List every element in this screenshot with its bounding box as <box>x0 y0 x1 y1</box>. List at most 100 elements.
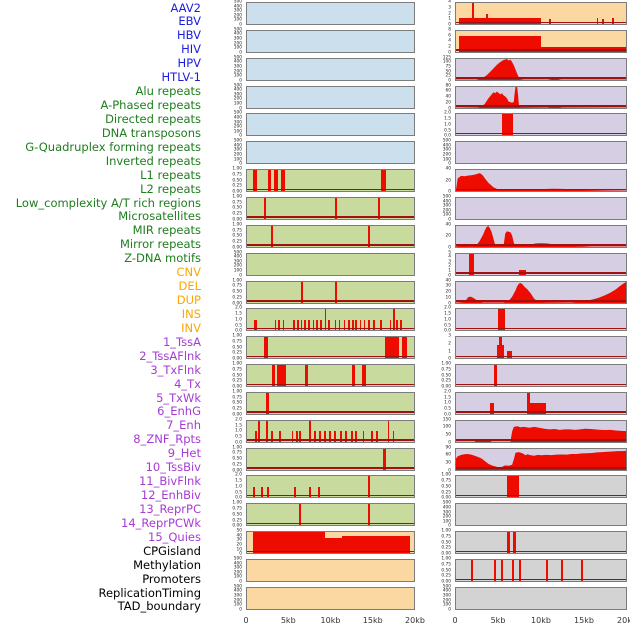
signal-bar <box>541 46 626 52</box>
y-tick-label: 0.50 <box>232 205 242 211</box>
y-tick-label: 500 <box>233 249 242 255</box>
signal-bar <box>252 532 326 554</box>
signal-bar <box>325 538 343 554</box>
signal-bar <box>258 420 260 442</box>
y-tick-label: 10 <box>236 546 242 552</box>
y-axis-ticks-MIR repeats: 0.00 0.25 0.50 0.75 1.00 <box>204 445 244 473</box>
y-tick-label: 0.75 <box>232 171 242 178</box>
signal-bar <box>265 392 269 414</box>
y-tick-label: 25 <box>445 73 451 79</box>
y-tick-label: 0.00 <box>232 467 242 473</box>
signal-bar <box>266 486 269 498</box>
y-tick-label: 60 <box>445 452 451 458</box>
track-label-AAV2: AAV2 <box>170 0 201 15</box>
signal-bar <box>295 431 298 442</box>
signal-bar <box>334 319 337 331</box>
y-axis-ticks-Methylation: 0 100 200 300 400 500 <box>413 501 453 528</box>
y-tick-label: 0.5 <box>235 322 242 328</box>
y-tick-label: 1.0 <box>444 316 451 323</box>
signal-bar <box>362 431 365 442</box>
y-tick-label: 0.25 <box>441 545 451 551</box>
track-label-8_ZNF_Rpts: 8_ZNF_Rpts <box>133 432 201 447</box>
y-axis-ticks-ReplicationTiming: 0.00 0.25 0.50 0.75 1.00 <box>413 556 453 583</box>
y-tick-label: 0.50 <box>232 289 242 295</box>
signal-bar <box>300 281 303 303</box>
y-tick-label: 0.25 <box>441 489 451 495</box>
y-tick-label: 0.75 <box>441 561 451 567</box>
y-tick-label: 1.5 <box>235 422 242 428</box>
x-tick-label: 0 <box>243 616 249 625</box>
track-panel-A-Phased repeats <box>246 196 415 220</box>
y-tick-label: 0.50 <box>441 372 451 378</box>
y-tick-label: 500 <box>233 556 242 562</box>
y-tick-label: 200 <box>233 124 242 130</box>
track-panel-Methylation <box>455 503 627 527</box>
y-tick-label: 100 <box>233 101 242 107</box>
track-panel-11_BivFlnk <box>455 336 627 360</box>
y-axis-ticks-7_Enh: 0 20 40 <box>413 222 453 249</box>
y-tick-label: 100 <box>442 212 451 218</box>
track-panel-15_Quies <box>455 447 627 471</box>
y-axis-ticks-2_TssAFlnk: 0 20 40 60 80 <box>413 83 453 110</box>
signal-bar <box>276 365 287 387</box>
track-panel-DNA transposons <box>246 252 415 276</box>
y-tick-label: 0.75 <box>441 366 451 372</box>
signal-bar <box>359 319 362 331</box>
y-tick-label: 0.25 <box>232 350 242 356</box>
y-tick-label: 400 <box>233 254 242 260</box>
y-axis-ticks-DUP: 0 100 200 300 400 500 <box>204 584 244 611</box>
signal-bar <box>278 319 281 331</box>
y-tick-label: 1.5 <box>444 394 451 400</box>
y-tick-label: 20 <box>445 99 451 105</box>
y-tick-label: 300 <box>233 565 242 571</box>
signal-bar <box>387 420 390 442</box>
y-tick-label: 0.00 <box>232 189 242 195</box>
y-axis-ticks-A-Phased repeats: 0.00 0.25 0.50 0.75 1.00 <box>204 194 244 221</box>
y-tick-label: 0.75 <box>232 394 242 400</box>
y-tick-label: 0.00 <box>441 495 451 501</box>
track-label-3_TxFlnk: 3_TxFlnk <box>150 362 201 377</box>
y-tick-label: 40 <box>445 94 451 100</box>
track-label-Mirror repeats: Mirror repeats <box>119 237 201 252</box>
track-label-DUP: DUP <box>176 293 201 308</box>
y-axis-ticks-TAD_boundary: 0 100 200 300 400 500 <box>413 583 453 611</box>
y-tick-label: 0.75 <box>232 506 242 512</box>
signal-baseline <box>456 188 626 191</box>
signal-bar <box>255 431 257 442</box>
y-tick-label: 1.5 <box>235 311 242 317</box>
x-tick-label: 10kb <box>320 616 341 625</box>
y-axis-ticks-15_Quies: 0 30 60 90 <box>413 445 453 472</box>
y-tick-label: 0 <box>448 189 451 195</box>
y-tick-label: 20 <box>236 542 242 548</box>
y-tick-label: 400 <box>233 31 242 37</box>
signal-bar <box>335 197 338 219</box>
track-panel-HTLV-1 <box>246 141 415 165</box>
y-tick-label: 0.00 <box>232 412 242 418</box>
signal-bar <box>319 319 323 331</box>
track-panel-7_Enh <box>455 224 627 248</box>
y-tick-label: 100 <box>233 156 242 162</box>
signal-bar <box>317 486 320 498</box>
track-label-9_Het: 9_Het <box>167 446 201 461</box>
signal-bar <box>392 309 395 331</box>
signal-baseline <box>456 244 626 246</box>
track-label-Alu repeats: Alu repeats <box>135 84 201 99</box>
track-label-L1 repeats: L1 repeats <box>140 167 201 182</box>
y-tick-label: 50 <box>445 68 451 74</box>
signal-bar <box>389 319 392 331</box>
y-tick-label: 500 <box>442 583 451 590</box>
y-tick-label: 100 <box>233 128 242 134</box>
track-label-ReplicationTiming: ReplicationTiming <box>98 585 202 600</box>
signal-bar <box>367 476 371 498</box>
y-axis-ticks-12_EnhBiv: 0.00 0.25 0.50 0.75 1.00 <box>413 362 453 389</box>
y-tick-label: 0 <box>448 300 451 306</box>
y-tick-label: 400 <box>442 588 451 594</box>
y-tick-label: 0.25 <box>232 406 242 412</box>
y-tick-label: 0.25 <box>232 183 242 189</box>
signal-bar <box>342 536 410 554</box>
track-panel-L2 repeats <box>246 364 415 388</box>
x-tick-label: 5kb <box>280 616 296 625</box>
signal-bar <box>347 319 350 331</box>
y-tick-label: 0.0 <box>235 439 242 445</box>
track-panel-2_TssAFlnk <box>455 85 627 109</box>
